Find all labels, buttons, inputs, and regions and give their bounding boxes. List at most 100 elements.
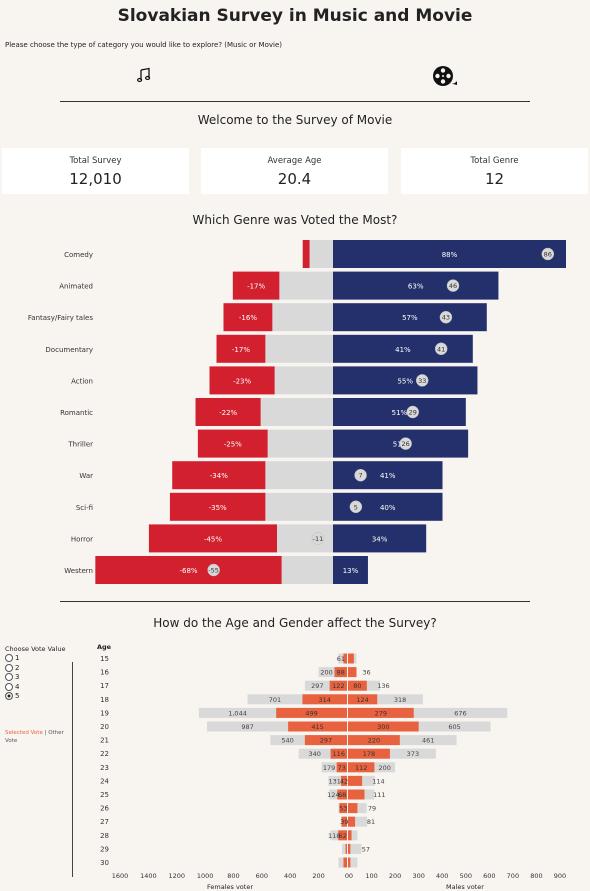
female-other-bar: [206, 721, 347, 732]
vote-option-label: 1: [15, 654, 20, 662]
female-selected-label: 42: [340, 777, 348, 785]
age-tick-label: 17: [100, 682, 109, 690]
male-other-label: 318: [394, 696, 406, 704]
average-score-label: 46: [449, 282, 457, 290]
negative-pct-label: -35%: [209, 504, 227, 512]
age-tick-label: 26: [100, 805, 109, 813]
female-other-label: 701: [269, 696, 281, 704]
vote-option-1[interactable]: 1: [5, 654, 19, 662]
male-selected-label: 178: [363, 750, 375, 758]
male-other-label: 114: [372, 777, 384, 785]
average-score-dot: [434, 342, 448, 356]
radio-circle-icon[interactable]: [5, 654, 13, 662]
positive-pct-label: 51%: [392, 409, 408, 417]
female-selected-bar: [329, 680, 347, 691]
kpi-label: Total Survey: [69, 156, 122, 166]
positive-bar: [333, 524, 427, 553]
radio-circle-icon[interactable]: [5, 692, 13, 701]
male-selected-bar: [348, 803, 358, 814]
vote-option-label: 4: [15, 682, 20, 691]
female-other-label: 61: [337, 655, 345, 663]
female-selected-bar: [336, 762, 347, 773]
genre-label: War: [79, 472, 93, 480]
average-score-dot: [207, 563, 220, 577]
average-score-dot: [541, 247, 555, 261]
female-other-bar: [338, 653, 347, 664]
average-score-label: 41: [437, 345, 445, 353]
radio-circle-icon[interactable]: [5, 682, 13, 691]
female-selected-bar: [304, 735, 347, 746]
female-selected-bar: [334, 667, 347, 678]
film-reel-icon[interactable]: [432, 65, 458, 87]
female-selected-bar: [341, 816, 347, 827]
male-other-bar: [348, 748, 436, 759]
female-other-label: 200: [320, 669, 332, 677]
age-tick-label: 25: [100, 791, 109, 799]
negative-pct-label: -25%: [224, 441, 242, 449]
male-other-bar: [348, 667, 357, 678]
music-note-icon[interactable]: [136, 67, 152, 83]
positive-pct-label: 57%: [402, 314, 418, 322]
vote-filter-title: Choose Vote Value: [5, 645, 66, 653]
average-score-label: 29: [409, 409, 417, 417]
female-axis-tick: 600: [256, 872, 268, 880]
vote-option-5[interactable]: 5: [5, 692, 19, 701]
negative-pct-label: -23%: [233, 377, 251, 385]
female-selected-bar: [345, 843, 347, 854]
male-selected-bar: [348, 680, 367, 691]
male-selected-bar: [348, 748, 390, 759]
positive-bar: [333, 398, 466, 426]
neutral-bar: [277, 524, 333, 553]
genre-label: Horror: [71, 535, 93, 543]
average-score-label: 33: [418, 377, 426, 385]
neutral-bar: [265, 492, 333, 521]
positive-bar: [333, 334, 473, 363]
female-selected-label: 116: [333, 750, 345, 758]
average-score-dot: [415, 374, 429, 387]
female-other-label: 124: [327, 791, 339, 799]
vote-option-4[interactable]: 4: [5, 682, 20, 691]
male-axis-tick: 100: [365, 872, 377, 880]
kpi-total-survey: Total Survey 12,010: [2, 148, 189, 194]
male-other-bar: [348, 694, 423, 705]
negative-pct-label: -16%: [239, 314, 257, 322]
kpi-value: 12,010: [69, 170, 122, 188]
male-other-bar: [348, 803, 367, 814]
male-other-label: 36: [362, 669, 370, 677]
female-other-bar: [198, 707, 347, 718]
negative-pct-label: -17%: [247, 283, 265, 291]
male-axis-tick: 800: [530, 872, 542, 880]
female-selected-bar: [337, 789, 347, 800]
genre-label: Sci-fi: [76, 504, 93, 512]
female-axis-tick: 800: [227, 872, 239, 880]
genre-label: Romantic: [60, 409, 93, 417]
male-axis-tick: 500: [460, 872, 472, 880]
vote-option-2[interactable]: 2: [5, 663, 19, 672]
welcome-title: Welcome to the Survey of Movie: [197, 113, 393, 127]
female-selected-bar: [330, 748, 347, 759]
female-other-label: 540: [281, 737, 293, 745]
radio-circle-icon[interactable]: [5, 663, 13, 672]
age-tick-label: 15: [100, 655, 109, 663]
age-tick-label: 24: [100, 777, 109, 785]
male-axis-tick: 300: [412, 872, 424, 880]
age-tick-label: 16: [100, 669, 109, 677]
average-score-label: 43: [442, 314, 450, 322]
negative-bar: [95, 556, 282, 584]
age-tick-label: 27: [100, 818, 109, 826]
vote-option-3[interactable]: 3: [5, 673, 19, 682]
female-axis-tick: 0: [345, 872, 349, 880]
kpi-label: Total Genre: [470, 156, 519, 166]
radio-circle-icon[interactable]: [5, 673, 13, 682]
average-score-dot: [446, 279, 460, 292]
positive-bar: [333, 461, 443, 490]
neutral-bar: [265, 461, 333, 490]
female-other-bar: [330, 830, 347, 841]
age-axis-label: Age: [97, 643, 112, 651]
kpi-total-genre: Total Genre 12: [401, 148, 588, 194]
male-other-label: 373: [407, 750, 419, 758]
kpi-value: 12: [484, 170, 505, 188]
male-selected-bar: [348, 816, 356, 827]
color-legend: Selected Vote | Other Vote: [5, 729, 67, 745]
kpi-value: 20.4: [277, 170, 312, 188]
